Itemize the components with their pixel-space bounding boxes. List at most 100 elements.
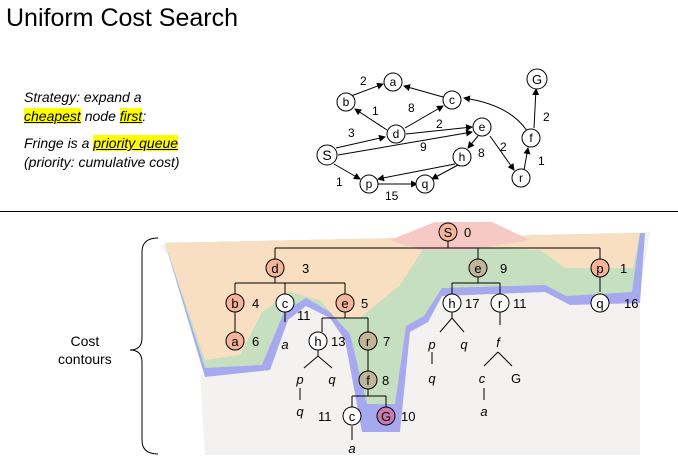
leaf-c-under-f: c — [479, 371, 486, 386]
cost-p-q: 15 — [385, 189, 399, 203]
priority-note: (priority: cumulative cost) — [24, 154, 180, 170]
svg-text:r: r — [519, 171, 523, 185]
edge-d-b — [354, 108, 388, 131]
tree-node-r-11: r 11 — [490, 293, 527, 313]
strategy-line-2: cheapest node first: — [24, 107, 180, 126]
tree-leaves: a p q p q q f q c G q a a — [281, 335, 521, 456]
svg-text:3: 3 — [302, 261, 309, 276]
svg-text:e: e — [479, 120, 486, 134]
graph-node-f: f — [521, 128, 541, 148]
colon: : — [142, 108, 147, 124]
svg-text:d: d — [393, 127, 400, 141]
node-word: node — [80, 108, 120, 124]
tree-node-G-10: G 10 — [376, 406, 415, 426]
edge-h-q — [431, 164, 459, 180]
leaf-a-under-c2: a — [480, 404, 487, 419]
graph-node-G: G — [526, 68, 548, 90]
svg-text:f: f — [366, 373, 370, 388]
graph-node-c: c — [442, 90, 462, 110]
graph-node-q: q — [415, 174, 435, 194]
leaf-p-under-h17: p — [427, 337, 435, 352]
tree-node-c-11: c 11 — [275, 293, 311, 323]
leaf-q-under-h13: q — [328, 372, 336, 387]
tree-edge-e-children — [451, 277, 501, 294]
svg-text:G: G — [532, 72, 542, 87]
leaf-a-under-c: a — [281, 337, 288, 352]
svg-text:p: p — [366, 177, 373, 191]
edge-S-p — [333, 163, 361, 180]
cost-S-e: 9 — [420, 140, 427, 154]
contours-brace — [129, 237, 159, 455]
svg-text:b: b — [343, 95, 350, 109]
svg-text:e: e — [474, 261, 481, 276]
graph-node-r: r — [511, 168, 531, 188]
edge-S-e — [337, 129, 473, 156]
svg-text:11: 11 — [318, 409, 332, 424]
tree-edge-f8-children — [351, 389, 387, 408]
cost-d-b: 1 — [372, 104, 379, 118]
graph-node-S: S — [316, 144, 338, 166]
svg-text:a: a — [231, 334, 239, 349]
edge-f-G — [532, 88, 540, 129]
tree-edge-d-children — [234, 277, 346, 294]
edge-d-e — [405, 124, 473, 135]
svg-text:r: r — [366, 334, 371, 349]
svg-text:5: 5 — [361, 296, 368, 311]
cheapest-highlight: cheapest — [24, 108, 81, 124]
svg-text:h: h — [459, 150, 466, 164]
first-highlight: first — [119, 108, 143, 124]
graph-node-p: p — [359, 174, 379, 194]
state-graph — [333, 82, 540, 188]
cost-e-r: 2 — [500, 140, 507, 154]
graph-edge-costs: 2 1 8 2 3 9 2 8 2 1 1 15 — [336, 74, 550, 203]
svg-text:S: S — [444, 225, 453, 240]
tree-edge-S-children — [274, 241, 601, 259]
leaf-q-under-h17: q — [460, 337, 468, 352]
leaf-f-under-r11: f — [496, 335, 501, 350]
strategy-line-1: Strategy: expand a — [24, 89, 142, 105]
svg-text:d: d — [271, 261, 278, 276]
edge-e-h — [467, 135, 479, 149]
svg-text:h: h — [448, 296, 455, 311]
edge-e-r — [489, 135, 515, 171]
strategy-text: Strategy: expand a cheapest node first: … — [24, 88, 180, 172]
graph-node-a: a — [383, 72, 403, 92]
graph-node-h: h — [452, 147, 472, 167]
svg-text:p: p — [596, 261, 603, 276]
edge-S-d — [335, 134, 386, 149]
contours-line-1: Cost — [70, 333, 100, 349]
tree-edge-e2-children — [321, 311, 369, 332]
section-divider — [0, 211, 678, 212]
tree-node-h-13: h 13 — [308, 331, 345, 351]
svg-text:S: S — [322, 147, 331, 163]
contours-line-2: contours — [58, 351, 112, 367]
contour-pink — [390, 222, 530, 250]
svg-text:10: 10 — [401, 409, 415, 424]
cost-c-a: 8 — [408, 101, 415, 115]
svg-text:4: 4 — [252, 296, 259, 311]
fringe-prefix: Fringe is a — [24, 135, 94, 151]
tree-node-c-11b: c 11 — [318, 406, 362, 426]
svg-text:h: h — [314, 334, 321, 349]
edge-f-c — [463, 95, 528, 132]
edge-r-f — [523, 147, 531, 171]
tree-edge-f-leaves — [483, 351, 513, 367]
leaf-p-under-h13: p — [295, 372, 303, 387]
tree-edges — [234, 241, 601, 440]
svg-text:q: q — [422, 177, 429, 191]
cost-r-f: 1 — [538, 154, 545, 168]
edge-h-p — [377, 163, 456, 182]
svg-text:0: 0 — [464, 225, 471, 240]
cost-f-G: 2 — [543, 110, 550, 124]
svg-text:9: 9 — [500, 261, 507, 276]
svg-text:11: 11 — [297, 308, 311, 323]
edge-c-a — [403, 84, 444, 98]
